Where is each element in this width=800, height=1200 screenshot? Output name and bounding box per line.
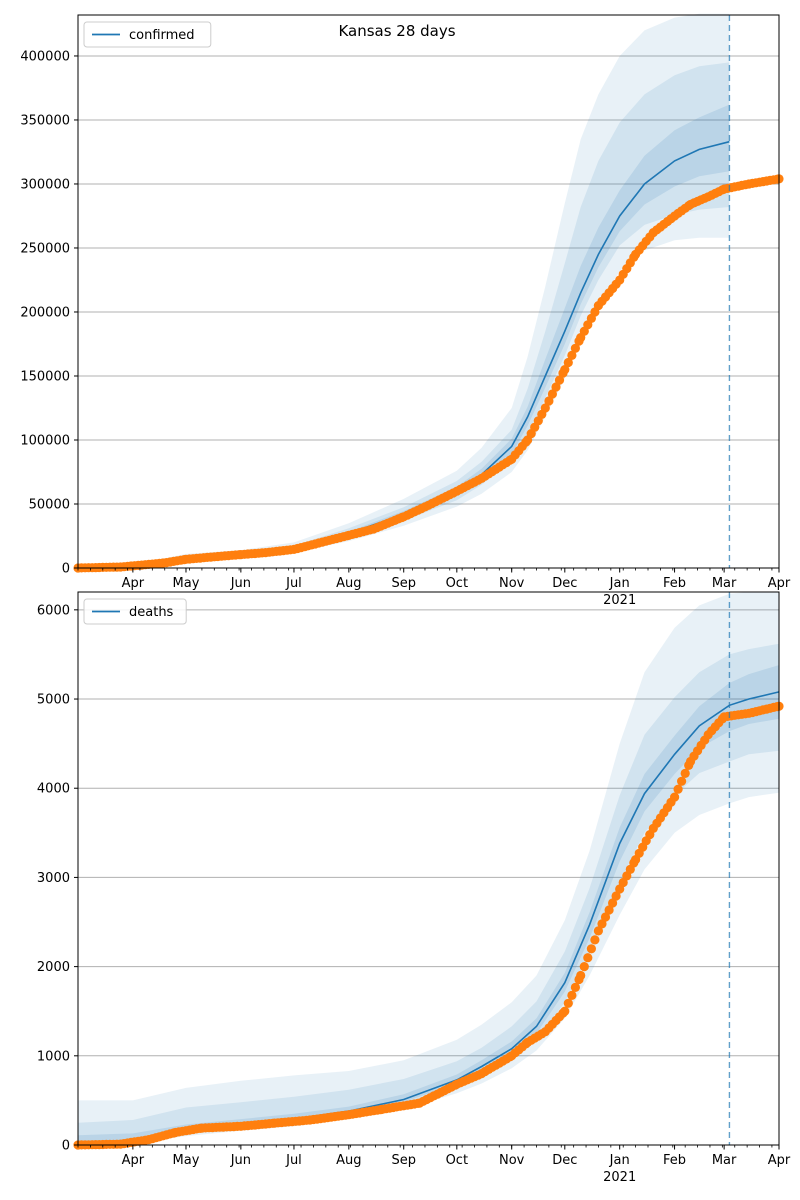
deaths-xtick-label: Jul <box>285 1153 302 1168</box>
confirmed-legend: confirmed <box>83 21 212 48</box>
deaths-ytick-label: 2000 <box>37 960 70 975</box>
deaths-observed-point <box>670 792 680 802</box>
deaths-xtick-year-label: 2021 <box>603 1170 636 1185</box>
confirmed-xtick-label: Apr <box>122 576 145 591</box>
confirmed-gridlines <box>78 55 779 505</box>
confirmed-ytick-label: 200000 <box>20 305 70 320</box>
deaths-legend-box <box>83 598 187 625</box>
confirmed-xtick-label: Oct <box>446 576 468 591</box>
deaths-ytick-label: 5000 <box>37 693 70 708</box>
deaths-xtick-label: Jun <box>230 1153 251 1168</box>
confirmed-uncertainty-bands <box>78 13 730 569</box>
confirmed-xtick-label: Jan <box>609 576 630 591</box>
confirmed-observed-point <box>570 343 581 353</box>
deaths-chart: 0 1000 2000 3000 4000 5000 6000 Apr May Jun Jul Aug… <box>37 591 791 1185</box>
deaths-axes: 0 1000 2000 3000 4000 5000 6000 Apr May Jun Jul Aug… <box>37 591 791 1185</box>
confirmed-ytick-label: 300000 <box>20 177 70 192</box>
deaths-observed-points <box>73 701 784 1150</box>
confirmed-ytick-label: 400000 <box>20 49 70 64</box>
deaths-observed-point <box>567 990 577 1001</box>
deaths-observed-point <box>590 935 600 945</box>
deaths-observed-point <box>563 998 573 1008</box>
confirmed-observed-points <box>73 174 784 573</box>
deaths-observed-point <box>576 970 586 981</box>
deaths-xtick-label: Apr <box>122 1153 145 1168</box>
confirmed-xtick-label: Feb <box>663 576 686 591</box>
chart-title: Kansas 28 days <box>338 22 455 40</box>
deaths-observed-point <box>611 891 621 901</box>
deaths-xtick-label: Feb <box>663 1153 686 1168</box>
confirmed-observed-point <box>560 365 570 375</box>
deaths-observed-point <box>560 1006 570 1016</box>
deaths-band-3 <box>78 665 779 1145</box>
deaths-xtick-label: Jan <box>609 1153 630 1168</box>
confirmed-xtick-label: Apr <box>768 576 791 591</box>
confirmed-observed-point <box>544 396 554 406</box>
deaths-observed-point <box>677 776 687 786</box>
confirmed-xtick-label: Mar <box>712 576 737 591</box>
confirmed-observed-point <box>551 382 561 392</box>
confirmed-ytick-label: 350000 <box>20 113 70 128</box>
deaths-xtick-label: Mar <box>712 1153 737 1168</box>
deaths-observed-point <box>600 912 611 922</box>
confirmed-xtick-label: May <box>173 576 200 591</box>
deaths-xtick-label: Aug <box>336 1153 361 1168</box>
deaths-observed-point <box>680 768 690 779</box>
deaths-ytick-label: 1000 <box>37 1049 70 1064</box>
deaths-ytick-label: 3000 <box>37 871 70 886</box>
confirmed-observed-point <box>567 350 577 360</box>
confirmed-ytick-label: 50000 <box>29 497 70 512</box>
confirmed-observed-point <box>547 389 558 399</box>
confirmed-xtick-label: Nov <box>499 576 525 591</box>
confirmed-xtick-label: Jun <box>230 576 251 591</box>
deaths-observed-point <box>673 784 683 794</box>
deaths-observed-point <box>586 944 597 954</box>
confirmed-xtick-label: Jul <box>285 576 302 591</box>
confirmed-axes: 0 50000 100000 150000 200000 250000 300000 3500… <box>20 14 791 608</box>
deaths-xtick-label: Nov <box>499 1153 525 1168</box>
confirmed-band-2 <box>78 62 730 569</box>
confirmed-ytick-label: 250000 <box>20 241 70 256</box>
confirmed-xtick-label: Sep <box>391 576 416 591</box>
deaths-uncertainty-bands <box>78 592 779 1145</box>
deaths-observed-point <box>579 962 589 972</box>
deaths-axes-frame <box>77 591 780 1146</box>
confirmed-observed-point <box>563 357 573 368</box>
deaths-observed-point <box>597 919 607 929</box>
deaths-ytick-label: 4000 <box>37 782 70 797</box>
deaths-ytick-label: 0 <box>62 1139 70 1154</box>
deaths-gridlines <box>78 609 779 1057</box>
deaths-ytick-label: 6000 <box>37 603 70 618</box>
deaths-observed-point <box>608 898 618 908</box>
confirmed-ytick-label: 100000 <box>20 433 70 448</box>
confirmed-legend-label: confirmed <box>129 28 195 43</box>
deaths-xtick-label: Sep <box>391 1153 416 1168</box>
deaths-observed-point <box>570 982 581 993</box>
deaths-legend: deaths <box>83 598 187 625</box>
deaths-legend-label: deaths <box>129 605 174 620</box>
confirmed-ytick-label: 150000 <box>20 369 70 384</box>
confirmed-observed-point <box>540 403 550 413</box>
deaths-xtick-label: May <box>173 1153 200 1168</box>
confirmed-legend-box <box>83 21 212 48</box>
confirmed-xtick-label: Aug <box>336 576 361 591</box>
deaths-observed-point <box>593 926 604 936</box>
confirmed-xtick-label: Dec <box>552 576 577 591</box>
deaths-observed-point <box>604 905 614 915</box>
deaths-xtick-label: Oct <box>446 1153 468 1168</box>
deaths-band-1 <box>78 592 779 1145</box>
deaths-xtick-label: Apr <box>768 1153 791 1168</box>
confirmed-axes-frame <box>77 14 780 569</box>
confirmed-observed-point <box>554 375 565 385</box>
confirmed-band-1 <box>78 13 730 568</box>
deaths-observed-point <box>583 953 593 963</box>
confirmed-xtick-year-label: 2021 <box>603 593 636 608</box>
confirmed-ytick-label: 0 <box>62 562 70 577</box>
confirmed-chart: 0 50000 100000 150000 200000 250000 300000 3500… <box>20 13 791 608</box>
deaths-xtick-label: Dec <box>552 1153 577 1168</box>
confirmed-band-3 <box>78 104 730 568</box>
deaths-band-2 <box>78 643 779 1145</box>
